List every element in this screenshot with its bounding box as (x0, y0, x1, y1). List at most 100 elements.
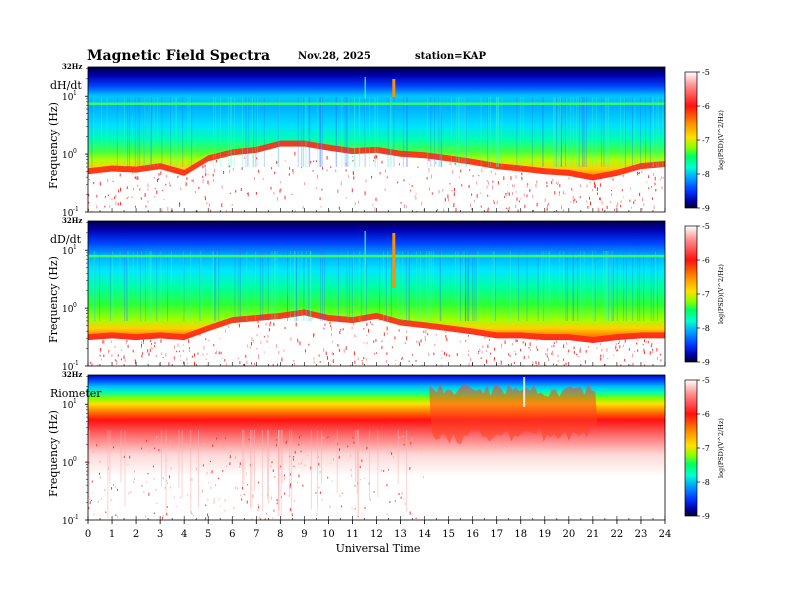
noise-speck (220, 351, 222, 355)
texture-streak (262, 251, 264, 321)
noise-speck (559, 184, 561, 188)
noise-speck (646, 181, 648, 183)
noise-speck (578, 356, 580, 358)
noise-speck (100, 476, 101, 479)
noise-speck (150, 346, 152, 350)
texture-streak (402, 251, 403, 321)
x-tick-label: 16 (466, 529, 479, 540)
noise-speck (398, 329, 400, 332)
noise-speck (323, 327, 325, 330)
noise-speck (444, 197, 446, 202)
noise-speck (332, 340, 334, 343)
x-tick-label: 0 (85, 529, 91, 540)
noise-speck (191, 179, 193, 182)
noise-speck (602, 208, 604, 211)
noise-speck (538, 361, 540, 365)
noise-speck (471, 208, 473, 210)
colorbar-tick-label: -8 (702, 478, 710, 487)
noise-speck (659, 353, 661, 356)
noise-speck (368, 328, 369, 333)
texture-streak (242, 97, 243, 167)
noise-speck (444, 351, 446, 356)
quiet-region (88, 315, 665, 366)
noise-speck (131, 172, 133, 175)
noise-speck (224, 510, 225, 512)
noise-speck (637, 171, 639, 176)
noise-speck (345, 346, 347, 351)
noise-speck (495, 172, 497, 176)
texture-streak (475, 251, 477, 321)
noise-speck (283, 474, 285, 477)
noise-speck (258, 481, 260, 484)
noise-speck (454, 187, 455, 191)
noise-speck (265, 322, 267, 326)
noise-speck (204, 164, 206, 168)
texture-streak (321, 97, 322, 167)
noise-speck (171, 208, 173, 212)
noise-speck (299, 341, 301, 346)
texture-streak (297, 97, 299, 167)
texture-streak (548, 251, 550, 321)
texture-streak (230, 97, 232, 167)
noise-speck (423, 209, 425, 211)
noise-speck (602, 354, 604, 358)
texture-streak (247, 97, 248, 167)
noise-speck (651, 186, 652, 188)
noise-speck (599, 197, 601, 201)
noise-speck (557, 181, 559, 185)
noise-speck (364, 506, 366, 509)
noise-speck (369, 321, 371, 324)
noise-speck (198, 186, 200, 189)
x-tick-label: 20 (562, 529, 575, 540)
noise-speck (648, 187, 650, 190)
noise-speck (326, 356, 328, 360)
noise-speck (363, 328, 365, 330)
noise-speck (468, 184, 470, 189)
noise-speck (422, 476, 424, 479)
noise-speck (535, 362, 537, 364)
noise-speck (386, 513, 388, 516)
noise-speck (342, 328, 344, 331)
noise-speck (208, 482, 210, 484)
noise-speck (301, 167, 303, 169)
x-tick-label: 17 (490, 529, 503, 540)
noise-speck (88, 193, 90, 197)
texture-streak (480, 97, 482, 167)
noise-speck (515, 204, 517, 209)
noise-speck (331, 351, 333, 355)
colorbar-tick-label: -9 (702, 204, 710, 213)
noise-speck (351, 188, 353, 193)
panel-label: dH/dt (50, 79, 82, 92)
noise-speck (516, 197, 518, 201)
noise-speck (337, 442, 339, 446)
noise-speck (243, 156, 245, 159)
red-edge-band (88, 309, 665, 345)
noise-speck (505, 193, 507, 196)
noise-speck (124, 359, 126, 363)
noise-speck (107, 179, 109, 183)
texture-streak (317, 430, 318, 511)
texture-streak (620, 97, 621, 167)
spectrogram-3 (88, 375, 665, 520)
noise-speck (601, 348, 603, 352)
texture-streak (468, 251, 470, 321)
noise-speck (431, 192, 433, 195)
noise-speck (401, 356, 403, 359)
texture-streak (611, 251, 613, 321)
texture-streak (148, 251, 150, 321)
noise-speck (400, 496, 402, 499)
noise-speck (347, 174, 349, 178)
noise-speck (428, 158, 430, 162)
texture-streak (408, 251, 410, 321)
noise-speck (435, 161, 437, 165)
texture-streak (109, 430, 111, 484)
noise-speck (524, 204, 526, 208)
noise-speck (251, 337, 253, 342)
noise-speck (99, 354, 101, 357)
noise-speck (235, 456, 237, 459)
texture-streak (623, 251, 624, 321)
noise-speck (652, 348, 654, 351)
noise-speck (551, 345, 553, 348)
noise-speck (186, 177, 188, 181)
noise-speck (88, 201, 90, 204)
